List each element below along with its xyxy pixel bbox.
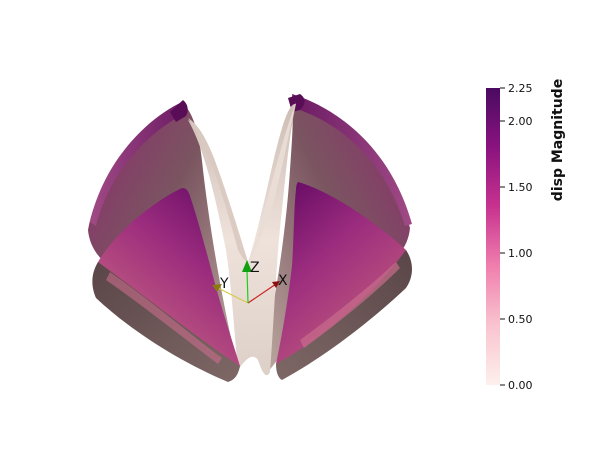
scalar-bar[interactable]: 0.00 0.50 1.00 1.50 2.00 2.25 disp Magnitude [486,79,566,392]
shell-center-shade-right [248,102,296,262]
colorbar-ramp [486,88,500,385]
colorbar-tick-label: 2.00 [508,115,533,128]
petal-front-right-band [276,250,412,380]
tip-left [170,100,188,122]
y-axis-line [217,287,249,304]
colorbar-tick-label: 1.50 [508,181,533,194]
mesh-geometry[interactable] [88,94,412,382]
colorbar-tick-label: 2.25 [508,82,533,95]
colorbar-tick-label: 1.00 [508,247,533,260]
shell-center-shade-left [188,118,248,262]
petal-front-left [98,188,240,374]
colorbar-tick-label: 0.50 [508,313,533,326]
colorbar-tick-label: 0.00 [508,379,533,392]
x-axis-label: X [278,273,288,289]
y-axis-label: Y [219,276,229,292]
rim-right [292,94,412,226]
petal-front-right-edge [300,262,400,348]
colorbar-ticks: 0.00 0.50 1.00 1.50 2.00 2.25 [500,82,533,392]
colorbar-title: disp Magnitude [550,79,566,201]
petal-front-right [276,182,406,371]
y-axis-arrow-icon [212,284,222,292]
petal-front-left-edge [106,272,222,364]
orientation-axes: X Y Z [212,260,288,304]
x-axis-arrow-icon [272,281,280,288]
x-axis-line [247,283,277,304]
z-axis-arrow-icon [242,260,252,272]
z-axis-label: Z [250,260,260,276]
z-axis-line [246,269,249,304]
